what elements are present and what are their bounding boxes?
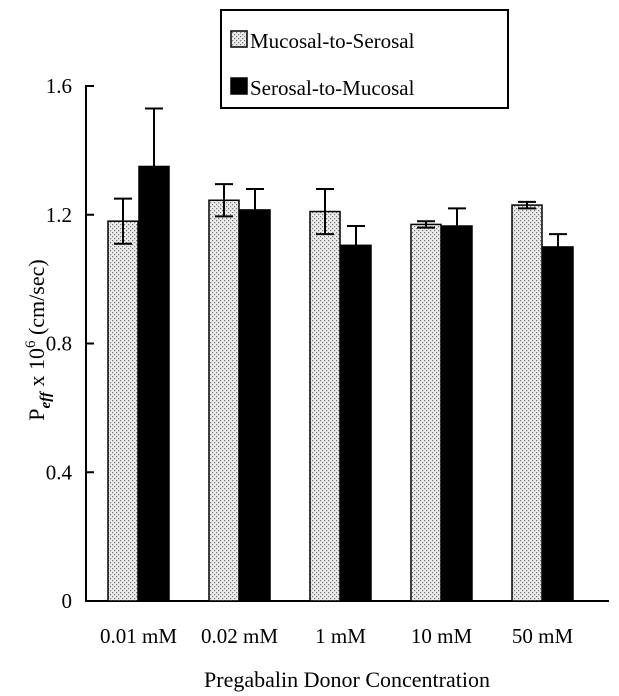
bar-mucosal-to-serosal-10mm bbox=[410, 223, 442, 602]
x-tick-label: 0.01 mM bbox=[100, 624, 177, 648]
x-tick-label: 10 mM bbox=[411, 624, 473, 648]
x-tick-label: 50 mM bbox=[512, 624, 574, 648]
y-tick-label: 0 bbox=[62, 589, 73, 613]
bar-serosal-to-mucosal-0.01mm bbox=[138, 165, 170, 602]
legend-swatch-serosal-to-mucosal bbox=[230, 77, 248, 95]
y-ticks: 0 0.4 0.8 1.2 1.6 bbox=[46, 74, 94, 613]
legend-label-serosal-to-mucosal: Serosal-to-Mucosal bbox=[250, 76, 415, 100]
bar-serosal-to-mucosal-10mm bbox=[441, 225, 473, 602]
y-axis-label-unit: (cm/sec) bbox=[24, 259, 49, 340]
legend-box bbox=[220, 9, 509, 109]
bar-mucosal-to-serosal-0.01mm bbox=[107, 220, 139, 602]
legend-swatch-mucosal-to-serosal bbox=[230, 30, 248, 48]
error-bars bbox=[114, 107, 567, 247]
bar-serosal-to-mucosal-1mm bbox=[340, 244, 372, 602]
bar-mucosal-to-serosal-1mm bbox=[309, 210, 341, 602]
y-axis-label: Peff x 106 (cm/sec) bbox=[23, 259, 54, 420]
y-tick-label: 0.8 bbox=[46, 332, 72, 356]
y-axis-label-main: P bbox=[24, 408, 49, 420]
x-tick-label: 1 mM bbox=[315, 624, 366, 648]
x-tick-label: 0.02 mM bbox=[201, 624, 278, 648]
bars bbox=[107, 165, 574, 602]
legend-label-mucosal-to-serosal: Mucosal-to-Serosal bbox=[250, 29, 415, 53]
bar-serosal-to-mucosal-0.02mm bbox=[239, 209, 271, 602]
y-axis-label-superscript: 6 bbox=[23, 340, 39, 348]
y-axis-label-subscript: eff bbox=[38, 390, 54, 408]
bar-mucosal-to-serosal-0.02mm bbox=[208, 199, 240, 602]
x-axis-label: Pregabalin Donor Concentration bbox=[204, 667, 490, 692]
bar-serosal-to-mucosal-50mm bbox=[542, 246, 574, 602]
legend: Mucosal-to-Serosal Serosal-to-Mucosal bbox=[220, 9, 509, 109]
y-tick-label: 0.4 bbox=[46, 460, 73, 484]
x-tick-labels: 0.01 mM 0.02 mM 1 mM 10 mM 50 mM bbox=[100, 624, 573, 648]
y-tick-label: 1.6 bbox=[46, 74, 72, 98]
bar-mucosal-to-serosal-50mm bbox=[511, 204, 543, 602]
y-tick-label: 1.2 bbox=[46, 203, 72, 227]
y-axis-label-middle: x 10 bbox=[24, 348, 49, 392]
